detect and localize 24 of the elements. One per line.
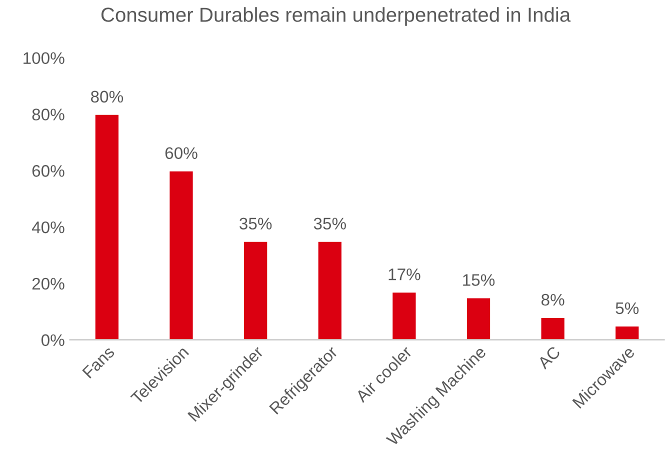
- y-tick-label: 100%: [24, 52, 64, 64]
- bar: [242, 240, 269, 340]
- bar: [540, 316, 566, 340]
- chart-title: Consumer Durables remain underpenetrated in India: [101, 7, 571, 26]
- bar: [94, 114, 120, 340]
- bar: [168, 170, 194, 340]
- y-tick-label: 80%: [32, 108, 64, 120]
- data-label: 15%: [463, 274, 495, 286]
- data-label: 35%: [240, 218, 272, 230]
- y-tick-label: 0%: [41, 334, 64, 346]
- data-label: 8%: [542, 294, 564, 306]
- bar: [316, 240, 343, 340]
- y-tick-label: 60%: [32, 165, 64, 177]
- data-label: 5%: [616, 302, 639, 314]
- bar: [614, 325, 640, 340]
- y-tick-label: 20%: [32, 278, 64, 290]
- data-label: 80%: [90, 90, 124, 103]
- x-tick-label: AC: [536, 345, 562, 370]
- y-tick-label: 40%: [32, 221, 64, 234]
- data-label: 60%: [165, 147, 198, 160]
- bar: [466, 296, 492, 340]
- data-label: 35%: [314, 218, 346, 230]
- bar: [391, 291, 418, 340]
- data-label: 17%: [388, 268, 420, 280]
